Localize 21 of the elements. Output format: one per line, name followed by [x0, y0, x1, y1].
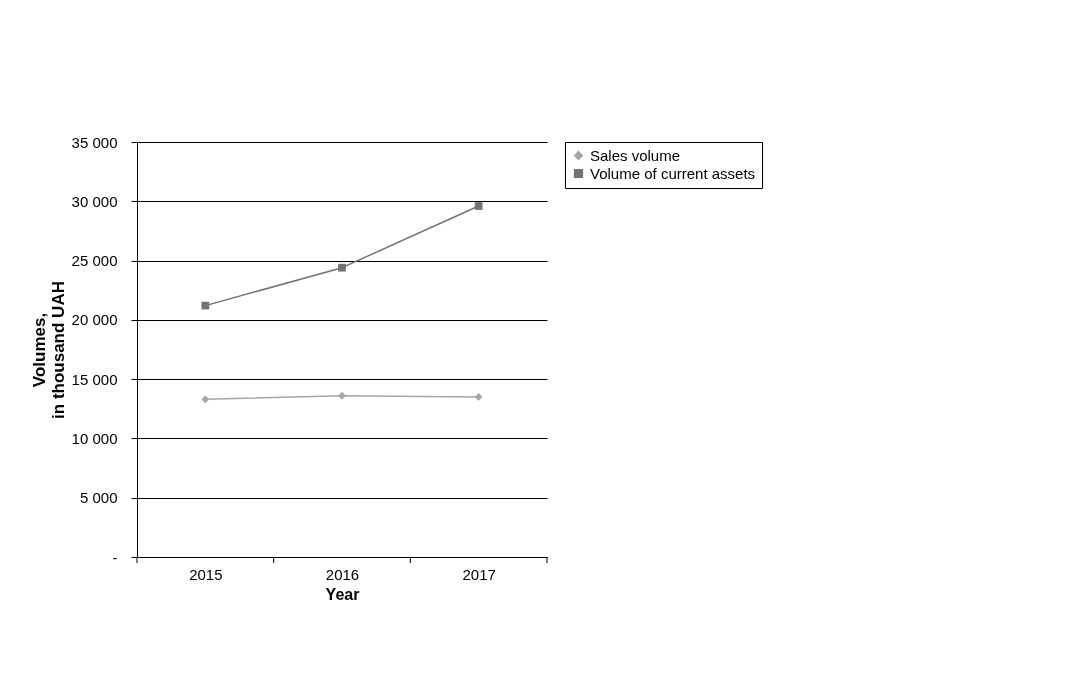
y-tick-label: 30 000 [71, 192, 118, 210]
point [474, 393, 483, 401]
legend-label: Sales volume [590, 146, 681, 164]
point [338, 263, 346, 272]
y-tick-label: 25 000 [71, 252, 118, 270]
y-tick-label: - [112, 548, 118, 566]
point [474, 202, 483, 210]
point [201, 301, 210, 310]
y-tick-label: 35 000 [71, 133, 118, 151]
x-tick-label: 2016 [325, 565, 360, 583]
y-tick-label: 10 000 [71, 429, 118, 447]
y-axis-title: Volumes, in thousand UAH [29, 281, 68, 419]
y-tick-label: 15 000 [71, 370, 118, 388]
point [201, 395, 210, 404]
x-tick-label: 2015 [189, 565, 223, 583]
legend-label: Volume of current assets [590, 164, 756, 182]
y-tick-label: 20 000 [71, 311, 118, 329]
y-tick-label: 5 000 [79, 489, 118, 507]
point [338, 391, 346, 400]
x-tick-label: 2017 [462, 565, 496, 583]
x-axis-title: Year [325, 585, 360, 603]
